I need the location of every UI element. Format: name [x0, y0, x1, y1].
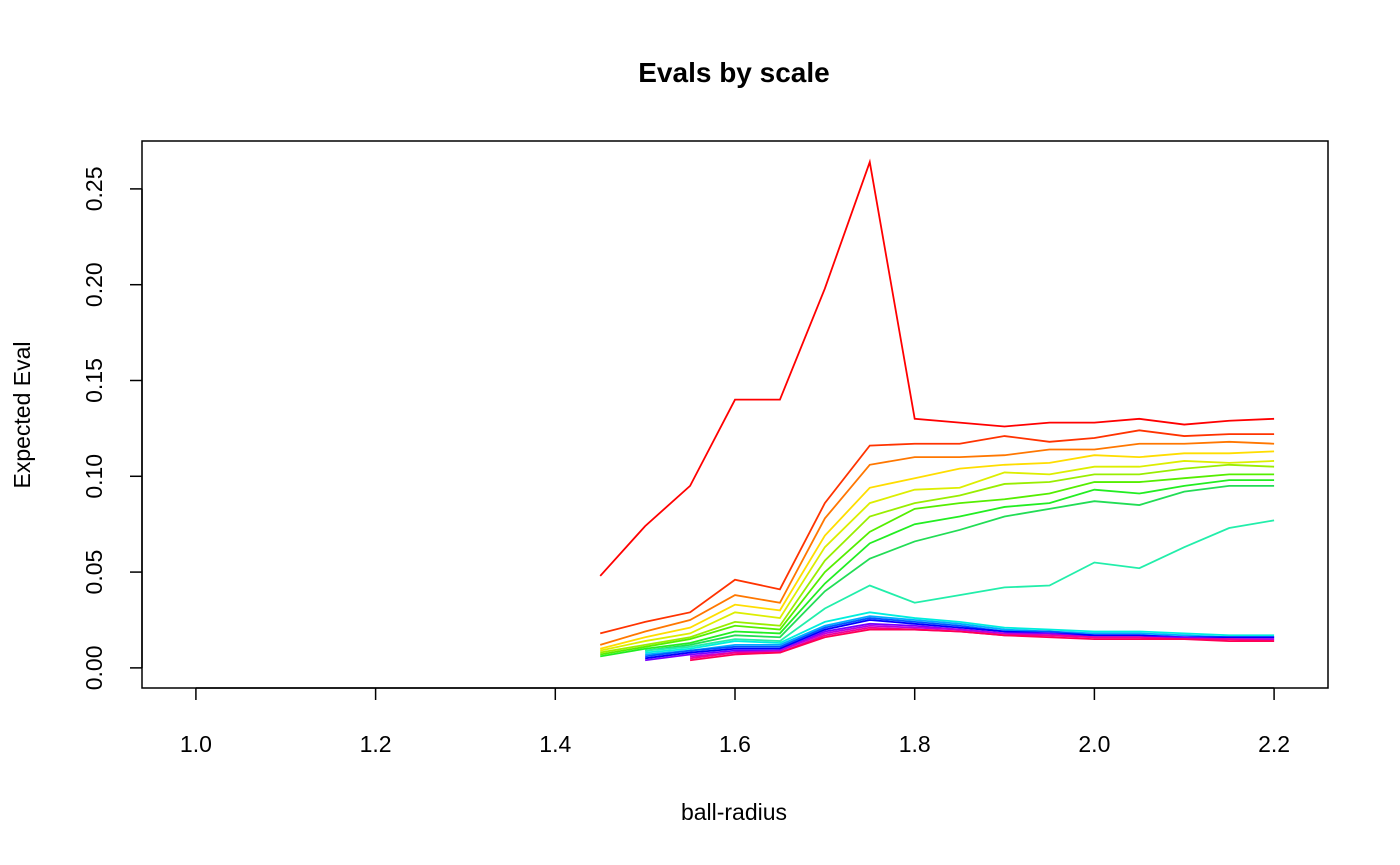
series-line-12: [645, 615, 1275, 656]
series-line-1: [599, 158, 1275, 577]
x-tick-label: 1.8: [899, 731, 931, 757]
series-line-9: [645, 484, 1275, 652]
series-line-4: [600, 450, 1275, 650]
x-tick-label: 2.0: [1078, 731, 1110, 757]
series-line-11: [645, 611, 1275, 654]
plot-area: [141, 140, 1329, 689]
x-axis-label: ball-radius: [681, 799, 787, 825]
series-line-8: [600, 479, 1275, 658]
y-tick-label: 0.10: [81, 454, 107, 499]
x-tick-label: 1.0: [180, 731, 212, 757]
series-line-10: [645, 519, 1275, 652]
x-tick-label: 1.6: [719, 731, 751, 757]
x-tick-label: 2.2: [1258, 731, 1290, 757]
y-tick-label: 0.00: [81, 645, 107, 690]
y-tick-label: 0.20: [81, 262, 107, 307]
series-line-6: [600, 463, 1275, 654]
y-axis-label: Expected Eval: [9, 341, 35, 488]
series-line-5: [600, 460, 1275, 652]
series-line-3: [599, 440, 1275, 646]
series-line-7: [600, 473, 1275, 656]
x-tick-label: 1.4: [539, 731, 571, 757]
series-line-2: [600, 429, 1275, 635]
x-axis: 1.0 1.2 1.4 1.6 1.8 2.0 2.2: [180, 687, 1290, 757]
y-tick-label: 0.05: [81, 550, 107, 595]
series-layer: [599, 158, 1275, 662]
series-line-18: [689, 628, 1275, 662]
x-tick-label: 1.2: [360, 731, 392, 757]
chart-title: Evals by scale: [638, 57, 829, 88]
y-axis: 0.00 0.05 0.10 0.15 0.20 0.25: [81, 167, 143, 690]
y-tick-label: 0.25: [81, 167, 107, 212]
y-tick-label: 0.15: [81, 358, 107, 403]
